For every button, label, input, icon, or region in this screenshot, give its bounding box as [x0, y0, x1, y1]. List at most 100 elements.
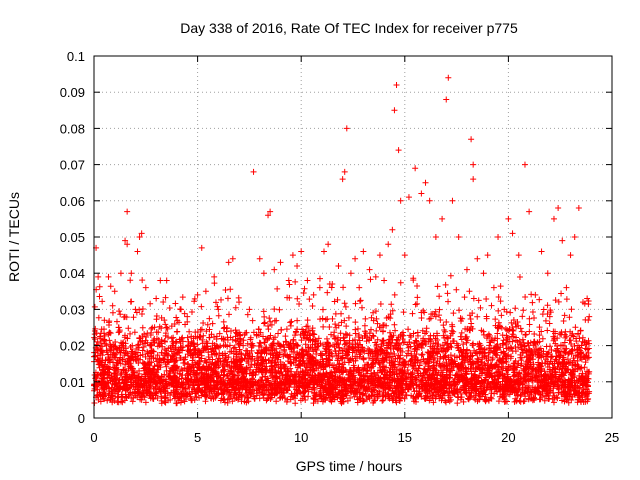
data-point [200, 319, 207, 326]
data-point [138, 311, 145, 318]
data-point [416, 362, 423, 369]
data-point [162, 294, 169, 301]
data-point [498, 324, 505, 331]
data-point [267, 332, 274, 339]
data-point [474, 313, 481, 320]
data-point [268, 321, 275, 328]
data-point [95, 396, 102, 403]
data-point [319, 315, 326, 322]
data-point [585, 301, 592, 308]
data-point [336, 360, 343, 367]
data-point [147, 300, 154, 307]
data-point [287, 319, 294, 326]
data-point [542, 317, 549, 324]
data-point [198, 326, 205, 333]
data-point [519, 313, 526, 320]
data-point [166, 304, 173, 311]
data-point [160, 356, 167, 363]
data-point [342, 331, 349, 338]
data-point [236, 329, 243, 336]
data-point [499, 378, 506, 385]
data-point [126, 391, 133, 398]
data-point [414, 283, 421, 290]
data-point [315, 342, 322, 349]
data-point [357, 395, 364, 402]
data-point [131, 329, 138, 336]
data-point [130, 314, 137, 321]
data-point [139, 324, 146, 331]
data-point [324, 339, 331, 346]
data-point [526, 328, 533, 335]
data-point [329, 353, 336, 360]
data-point [107, 330, 114, 337]
data-point [292, 278, 299, 285]
data-point [550, 399, 557, 406]
data-point [93, 341, 100, 348]
data-point [376, 361, 383, 368]
data-point [324, 289, 331, 296]
data-point [222, 354, 229, 361]
data-point [463, 371, 470, 378]
data-point [179, 294, 186, 301]
data-point [341, 300, 348, 307]
data-point [350, 364, 357, 371]
data-point [586, 368, 593, 375]
data-point [198, 303, 205, 310]
data-point [319, 398, 326, 405]
data-point [323, 370, 330, 377]
data-point [154, 363, 161, 370]
data-point [443, 318, 450, 325]
data-point [214, 303, 221, 310]
data-point [581, 364, 588, 371]
data-point [440, 322, 447, 329]
data-point [303, 323, 310, 330]
data-point [249, 317, 256, 324]
data-point [98, 375, 105, 382]
data-point [184, 334, 191, 341]
data-point [230, 345, 237, 352]
data-point [116, 308, 123, 315]
data-point [196, 394, 203, 401]
data-point [211, 378, 218, 385]
data-point [546, 320, 553, 327]
data-point [117, 311, 124, 318]
data-point [454, 400, 461, 407]
data-point [499, 332, 506, 339]
data-point [208, 351, 215, 358]
data-point [517, 325, 524, 332]
data-point [397, 279, 404, 286]
data-point [181, 310, 188, 317]
data-point [540, 306, 547, 313]
data-point [328, 350, 335, 357]
data-point [261, 319, 268, 326]
data-point [410, 277, 417, 284]
data-point [309, 302, 316, 309]
data-point [514, 318, 521, 325]
data-point [103, 342, 110, 349]
data-point [349, 344, 356, 351]
data-point [206, 315, 213, 322]
data-point [491, 337, 498, 344]
data-point [161, 338, 168, 345]
data-point [122, 358, 129, 365]
data-point [188, 308, 195, 315]
data-point [155, 374, 162, 381]
data-point [322, 316, 329, 323]
data-point [206, 326, 213, 333]
data-point [186, 328, 193, 335]
data-point [198, 352, 205, 359]
data-point [444, 346, 451, 353]
data-point [352, 353, 359, 360]
data-point [405, 361, 412, 368]
data-point [443, 334, 450, 341]
data-point [523, 371, 530, 378]
data-point [560, 318, 567, 325]
data-point [278, 326, 285, 333]
data-point [401, 395, 408, 402]
data-point [366, 330, 373, 337]
data-point [420, 356, 427, 363]
data-point [337, 330, 344, 337]
data-point [107, 283, 114, 290]
data-point [539, 335, 546, 342]
